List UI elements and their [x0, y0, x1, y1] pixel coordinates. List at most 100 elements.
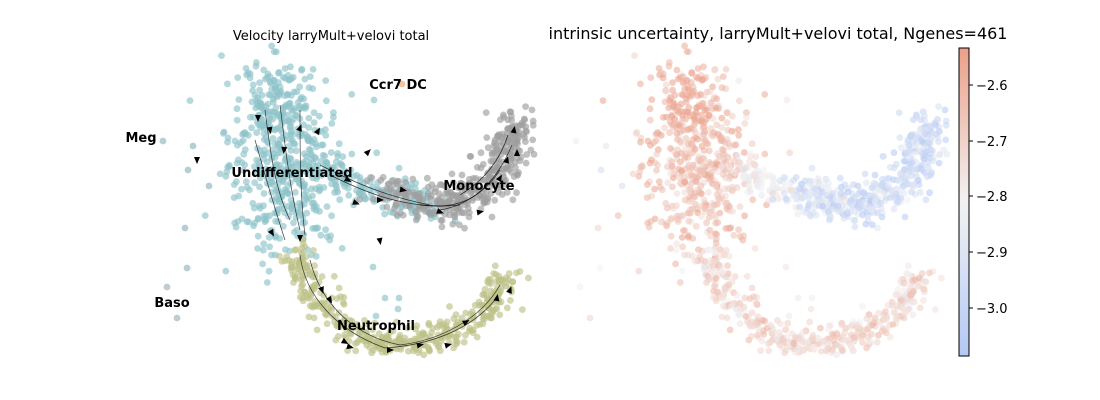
velocity-point — [253, 96, 260, 104]
velocity-point — [258, 91, 266, 99]
uncertainty-point — [667, 170, 675, 177]
uncertainty-point — [871, 171, 879, 179]
uncertainty-point — [761, 317, 769, 325]
velocity-point — [323, 320, 331, 328]
velocity-point — [322, 77, 330, 84]
velocity-point — [392, 200, 400, 208]
uncertainty-point — [822, 175, 830, 183]
uncertainty-point — [648, 156, 655, 164]
colorbar-ticks: −2.6 −2.7 −2.8 −2.9 −3.0 — [969, 79, 1008, 317]
velocity-point — [511, 139, 519, 147]
uncertainty-point — [743, 272, 751, 280]
uncertainty-point — [614, 212, 622, 220]
uncertainty-point — [788, 330, 796, 338]
uncertainty-panel: intrinsic uncertainty, larryMult+velovi … — [549, 24, 1008, 359]
velocity-point — [278, 257, 286, 265]
uncertainty-point — [631, 52, 638, 59]
velocity-streamline — [384, 299, 496, 349]
velocity-point — [272, 125, 280, 133]
velocity-point — [424, 183, 432, 191]
uncertainty-point — [710, 249, 718, 256]
uncertainty-point — [851, 223, 859, 231]
uncertainty-point — [875, 187, 882, 195]
uncertainty-point — [676, 212, 683, 220]
uncertainty-point — [681, 178, 689, 186]
uncertainty-point — [715, 168, 722, 176]
velocity-point — [316, 208, 323, 215]
cluster-label-neutrophil: Neutrophil — [337, 319, 415, 334]
velocity-point — [507, 155, 515, 163]
velocity-point — [322, 226, 329, 234]
velocity-point — [353, 339, 361, 346]
velocity-point — [498, 276, 506, 283]
uncertainty-point — [807, 305, 815, 313]
uncertainty-point — [783, 195, 790, 203]
uncertainty-point — [895, 109, 903, 116]
uncertainty-point — [935, 103, 942, 110]
velocity-point — [264, 100, 272, 108]
uncertainty-point — [869, 321, 876, 329]
velocity-streamline — [279, 104, 301, 231]
uncertainty-point — [690, 172, 698, 180]
uncertainty-point — [697, 182, 705, 190]
uncertainty-point — [847, 343, 855, 351]
uncertainty-point — [661, 124, 668, 132]
uncertainty-point — [904, 196, 912, 204]
uncertainty-point — [783, 96, 791, 104]
uncertainty-point — [643, 181, 651, 189]
velocity-streamline — [299, 254, 386, 349]
uncertainty-point — [700, 130, 707, 138]
uncertainty-point — [795, 334, 803, 342]
velocity-point — [159, 137, 167, 145]
velocity-point — [313, 326, 321, 334]
uncertainty-point — [748, 284, 756, 292]
uncertainty-point — [711, 282, 718, 290]
velocity-point — [230, 181, 238, 189]
velocity-point — [261, 218, 269, 226]
velocity-point — [310, 109, 318, 117]
uncertainty-point — [825, 216, 833, 224]
uncertainty-point — [701, 266, 708, 274]
uncertainty-point — [875, 309, 883, 317]
cluster-label-baso: Baso — [154, 296, 189, 311]
uncertainty-point — [711, 268, 719, 276]
velocity-point — [421, 208, 429, 215]
velocity-point — [268, 153, 276, 161]
velocity-point — [260, 66, 268, 74]
velocity-point — [292, 246, 300, 254]
velocity-point — [285, 119, 293, 126]
uncertainty-point — [916, 188, 924, 196]
uncertainty-point — [758, 175, 766, 183]
velocity-arrowhead — [313, 127, 320, 136]
uncertainty-point — [689, 252, 696, 260]
uncertainty-point — [711, 65, 719, 73]
uncertainty-point — [674, 218, 682, 226]
uncertainty-point — [698, 119, 706, 126]
uncertainty-point — [819, 202, 826, 210]
velocity-point — [381, 210, 388, 218]
uncertainty-point — [671, 91, 679, 99]
velocity-streamline — [439, 144, 513, 211]
velocity-point — [449, 220, 457, 228]
uncertainty-point — [719, 295, 726, 302]
uncertainty-point — [685, 164, 693, 172]
velocity-point — [395, 164, 403, 172]
velocity-point — [328, 212, 335, 220]
velocity-point — [320, 291, 328, 299]
uncertainty-point — [721, 286, 729, 294]
velocity-point — [224, 80, 231, 88]
uncertainty-point — [873, 338, 881, 346]
uncertainty-point — [718, 84, 726, 92]
velocity-streamline — [254, 139, 286, 241]
velocity-point — [373, 149, 381, 157]
uncertainty-point — [685, 234, 692, 241]
velocity-point — [447, 189, 455, 197]
uncertainty-point — [576, 283, 584, 291]
uncertainty-point — [683, 48, 691, 55]
velocity-point — [451, 213, 459, 221]
uncertainty-point — [706, 88, 714, 96]
velocity-point — [375, 330, 383, 338]
uncertainty-point — [750, 173, 758, 180]
uncertainty-point — [646, 116, 654, 124]
velocity-point — [293, 226, 301, 234]
